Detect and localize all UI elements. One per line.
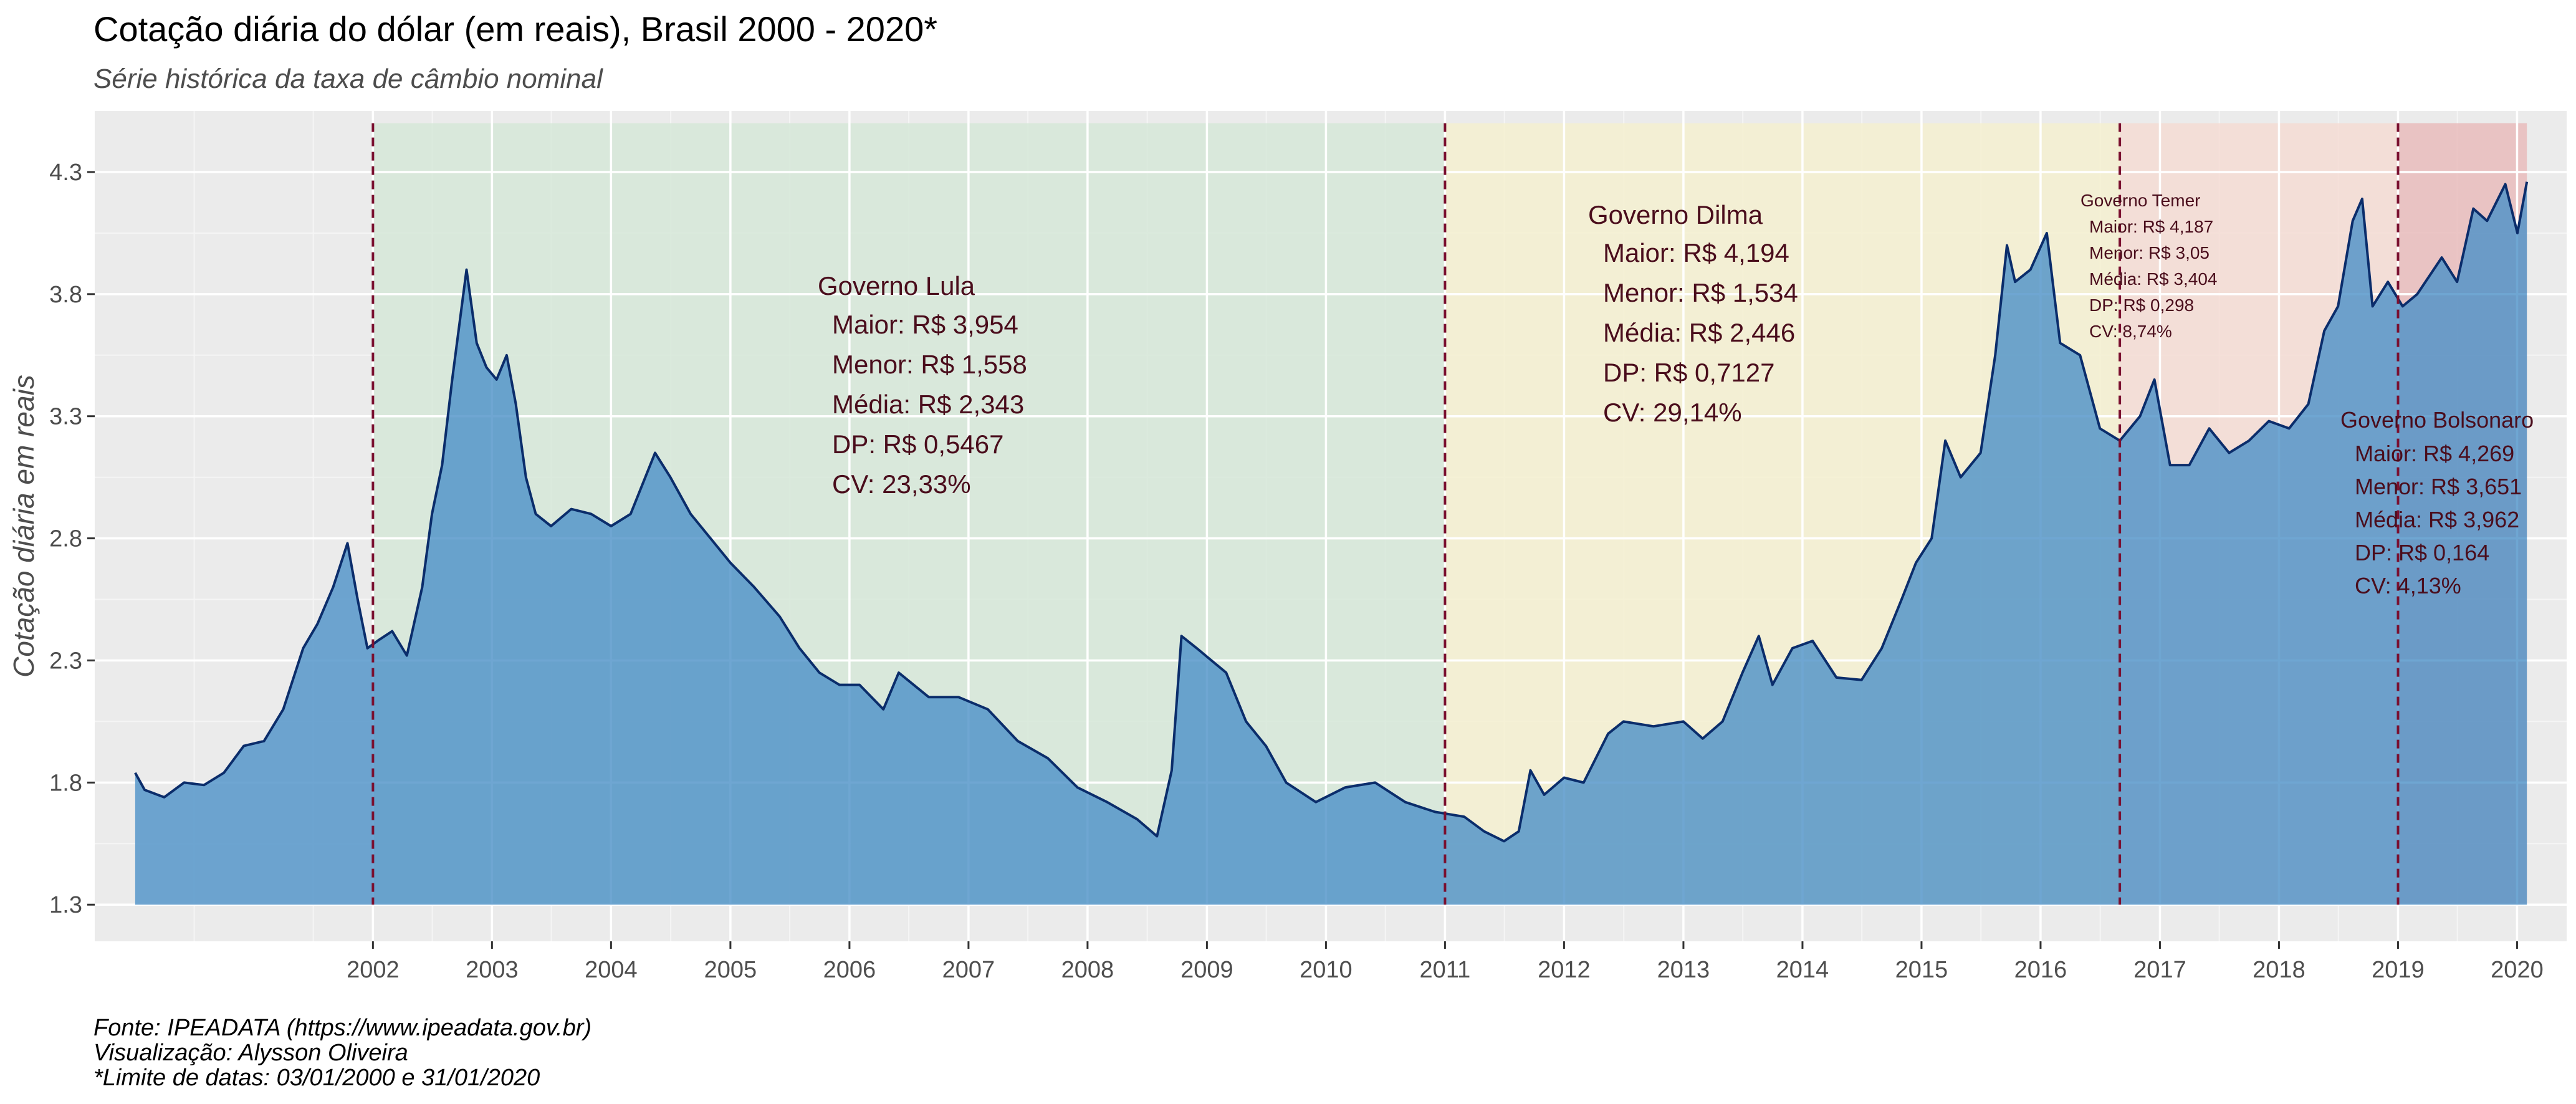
annotation-stat-governo-bolsonaro: Média: R$ 3,962 [2355,507,2519,532]
exchange-rate-area [135,181,2527,905]
chart-title: Cotação diária do dólar (em reais), Bras… [93,9,938,49]
y-tick-label: 2.3 [49,648,82,674]
y-tick-label: 3.3 [49,404,82,430]
x-tick-label: 2019 [2372,957,2425,983]
annotation-stat-governo-lula: Maior: R$ 3,954 [832,310,1018,339]
annotation-stat-governo-dilma: CV: 29,14% [1603,398,1742,427]
x-tick-label: 2010 [1300,957,1353,983]
y-tick-label: 1.8 [49,770,82,796]
x-tick-label: 2007 [942,957,995,983]
x-tick-label: 2013 [1657,957,1710,983]
x-tick-label: 2004 [585,957,638,983]
annotation-stat-governo-dilma: Maior: R$ 4,194 [1603,238,1789,267]
annotation-title-governo-dilma: Governo Dilma [1588,200,1763,229]
x-tick-label: 2005 [704,957,757,983]
exchange-rate-line [134,181,2529,843]
annotation-stat-governo-temer: Menor: R$ 3,05 [2089,243,2210,262]
y-tick-label: 1.3 [49,892,82,918]
x-tick-label: 2016 [2014,957,2067,983]
annotation-stat-governo-lula: DP: R$ 0,5467 [832,430,1004,459]
source-caption: Fonte: IPEADATA (https://www.ipeadata.go… [93,1015,592,1041]
x-tick-label: 2009 [1180,957,1233,983]
annotation-title-governo-temer: Governo Temer [2080,191,2200,210]
annotation-stat-governo-dilma: Menor: R$ 1,534 [1603,278,1798,307]
annotation-stat-governo-bolsonaro: DP: R$ 0,164 [2355,540,2489,565]
x-tick-label: 2012 [1538,957,1591,983]
annotation-stat-governo-bolsonaro: Menor: R$ 3,651 [2355,474,2522,499]
y-tick-label: 3.8 [49,282,82,308]
annotation-stat-governo-temer: Maior: R$ 4,187 [2089,217,2213,236]
annotation-stat-governo-dilma: DP: R$ 0,7127 [1603,358,1775,387]
x-tick-label: 2002 [347,957,400,983]
annotation-stat-governo-bolsonaro: Maior: R$ 4,269 [2355,441,2514,466]
annotation-stat-governo-temer: Média: R$ 3,404 [2089,269,2217,289]
annotation-stat-governo-dilma: Média: R$ 2,446 [1603,318,1795,347]
annotation-title-governo-lula: Governo Lula [818,271,975,300]
x-tick-label: 2006 [823,957,876,983]
author-caption: Visualização: Alysson Oliveira [93,1040,408,1066]
y-axis-label: Cotação diária em reais [7,375,40,678]
y-tick-label: 2.8 [49,526,82,552]
annotation-stat-governo-lula: CV: 23,33% [832,469,971,499]
chart-subtitle: Série histórica da taxa de câmbio nomina… [93,64,603,94]
annotation-stat-governo-temer: CV: 8,74% [2089,322,2172,341]
x-tick-label: 2020 [2491,957,2544,983]
x-tick-label: 2014 [1776,957,1829,983]
date-limit-caption: *Limite de datas: 03/01/2000 e 31/01/202… [93,1065,540,1091]
x-tick-label: 2011 [1420,957,1471,983]
annotation-stat-governo-lula: Média: R$ 2,343 [832,390,1024,419]
x-tick-label: 2008 [1061,957,1114,983]
x-tick-label: 2003 [466,957,519,983]
annotation-title-governo-bolsonaro: Governo Bolsonaro [2340,407,2534,433]
x-tick-label: 2017 [2133,957,2186,983]
annotation-stat-governo-lula: Menor: R$ 1,558 [832,350,1027,379]
x-tick-label: 2015 [1895,957,1948,983]
annotation-stat-governo-temer: DP: R$ 0,298 [2089,295,2194,315]
y-tick-label: 4.3 [49,160,82,186]
annotation-stat-governo-bolsonaro: CV: 4,13% [2355,573,2461,598]
x-tick-label: 2018 [2253,957,2305,983]
